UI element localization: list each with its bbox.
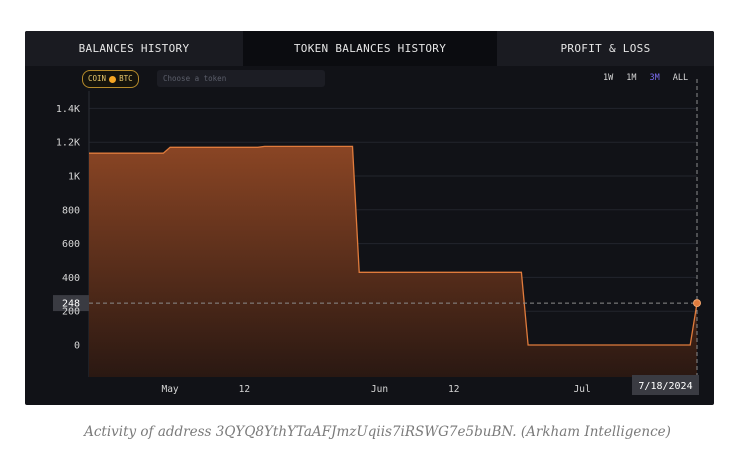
x-tick-label: Jul xyxy=(574,384,591,395)
tab-token-balances-history[interactable]: TOKEN BALANCES HISTORY xyxy=(243,31,497,66)
x-tick-label: 12 xyxy=(448,384,459,395)
coin-btc-toggle[interactable]: COIN BTC xyxy=(82,70,139,88)
y-tick-label: 800 xyxy=(62,205,80,216)
btc-label: BTC xyxy=(119,74,133,83)
range-1w-button[interactable]: 1W xyxy=(603,73,614,83)
coin-label: COIN xyxy=(88,74,107,83)
y-tick-label: 400 xyxy=(62,273,80,284)
balance-chart: 248 7/18/2024 1.4K 1.2K 1K 800 600 400 200 0 May 1… xyxy=(53,79,701,395)
crosshair-date-label: 7/18/2024 xyxy=(638,381,692,392)
balance-line xyxy=(89,145,698,346)
figure-caption: Activity of address 3QYQ8YthYTaAFJmzUqii… xyxy=(84,424,671,440)
crosshair-value-label: 248 xyxy=(62,299,80,310)
y-tick-label: 0 xyxy=(74,341,80,352)
crosshair-date-box xyxy=(632,375,699,395)
btc-coin-icon xyxy=(109,75,117,83)
tab-profit-loss[interactable]: PROFIT & LOSS xyxy=(497,31,714,66)
range-selector: 1W 1M 3M ALL xyxy=(603,73,688,83)
y-tick-label: 1.2K xyxy=(56,138,80,149)
chart-panel: BALANCES HISTORY TOKEN BALANCES HISTORY … xyxy=(25,31,714,405)
crosshair-value-box xyxy=(53,295,89,312)
y-tick-label: 600 xyxy=(62,239,80,250)
tab-bar: BALANCES HISTORY TOKEN BALANCES HISTORY … xyxy=(25,31,714,66)
x-tick-label: Jun xyxy=(371,384,388,395)
range-3m-button[interactable]: 3M xyxy=(649,73,660,83)
y-tick-label: 1K xyxy=(68,172,80,183)
range-1m-button[interactable]: 1M xyxy=(626,73,637,83)
x-tick-label: 12 xyxy=(239,384,250,395)
crosshair-point xyxy=(693,299,701,308)
y-tick-label: 1.4K xyxy=(56,104,80,115)
y-tick-label: 200 xyxy=(62,307,80,318)
x-tick-label: May xyxy=(161,384,178,395)
balance-area xyxy=(89,146,697,377)
token-search-input[interactable]: Choose a token xyxy=(157,70,325,87)
range-all-button[interactable]: ALL xyxy=(672,73,689,83)
tab-balances-history[interactable]: BALANCES HISTORY xyxy=(25,31,243,66)
